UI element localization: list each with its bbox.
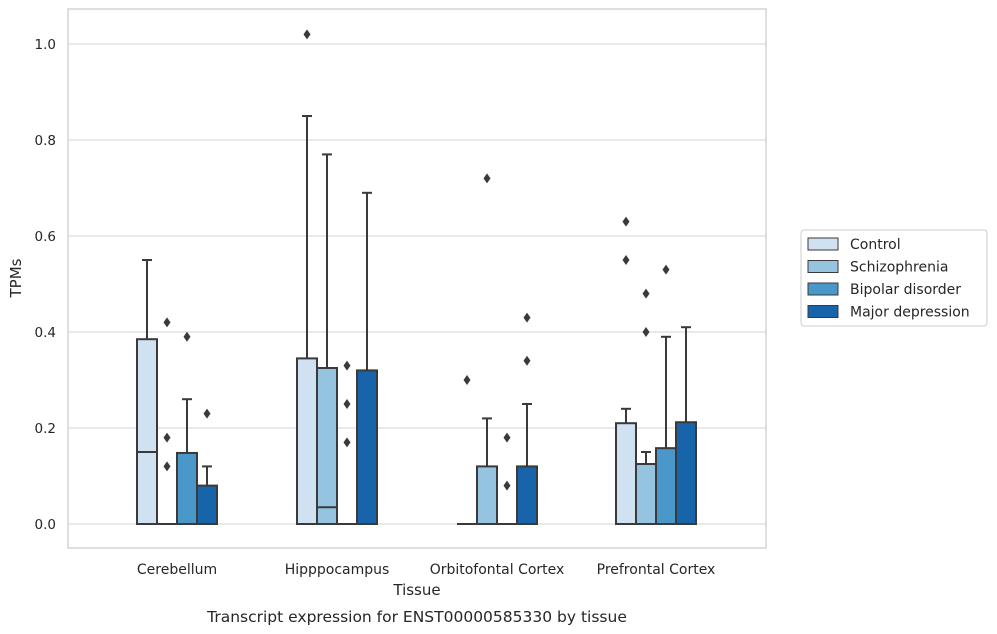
outlier-point	[163, 432, 171, 443]
legend-label: Schizophrenia	[850, 260, 948, 276]
plot-frame	[67, 8, 767, 549]
box-rect	[655, 447, 677, 525]
y-axis-label: TPMs	[7, 258, 25, 298]
box-rect	[615, 422, 637, 526]
box-2-1	[337, 360, 357, 525]
y-tick-label: 0.2	[35, 421, 56, 437]
outlier-point	[463, 375, 471, 385]
legend-swatch	[807, 282, 839, 296]
legend-frame	[800, 229, 988, 327]
box-rect	[296, 357, 318, 525]
legend-swatch	[807, 260, 839, 273]
y-tick-label: 0.8	[35, 133, 56, 149]
legend-swatch	[807, 305, 839, 318]
x-tick-label: Hipppocampus	[285, 562, 390, 578]
legend-label: Bipolar disorder	[850, 282, 961, 298]
y-tick-label: 0.4	[35, 325, 56, 341]
box-0-1	[296, 29, 318, 525]
outlier-point	[163, 461, 171, 472]
outlier-point	[303, 29, 311, 40]
box-rect	[136, 338, 158, 526]
outlier-point	[523, 355, 531, 366]
x-tick-label: Prefrontal Cortex	[597, 562, 716, 578]
outlier-point	[203, 408, 211, 419]
box-3-1	[356, 191, 378, 525]
box-rect	[316, 367, 338, 525]
legend-label: Control	[850, 237, 901, 253]
box-3-3	[675, 326, 697, 525]
outlier-point	[642, 288, 650, 299]
outlier-point	[343, 437, 351, 448]
box-rect	[176, 451, 198, 525]
box-rect	[476, 465, 498, 525]
outlier-point	[662, 264, 670, 275]
box-3-0	[196, 408, 218, 526]
outlier-point	[503, 432, 511, 443]
outlier-point	[183, 331, 191, 342]
chart-title: Transcript expression for ENST0000058533…	[206, 608, 627, 626]
legend-swatch	[807, 237, 839, 251]
x-axis-label: Tissue	[392, 581, 440, 599]
box-1-0	[157, 317, 177, 525]
box-rect	[196, 484, 218, 526]
box-2-2	[497, 432, 517, 525]
boxes	[136, 29, 697, 526]
box-rect	[675, 421, 697, 525]
box-rect	[516, 465, 538, 525]
outlier-point	[622, 216, 630, 227]
box-rect	[635, 463, 657, 525]
box-0-2	[457, 375, 477, 525]
outlier-point	[622, 255, 630, 265]
y-tick-labels: 0.0 0.2 0.4 0.6 0.8 1.0	[35, 37, 56, 533]
box-rect	[356, 369, 378, 525]
outlier-point	[483, 173, 491, 184]
x-tick-label: Cerebellum	[137, 562, 217, 578]
outlier-point	[523, 312, 531, 323]
x-tick-label: Orbitofontal Cortex	[430, 562, 565, 578]
legend-label: Major depression	[850, 305, 970, 321]
box-0-0	[136, 259, 158, 526]
box-2-0	[176, 331, 198, 525]
outlier-point	[503, 480, 511, 491]
box-3-2	[516, 312, 538, 525]
legend: Control Schizophrenia Bipolar disorder Majo…	[800, 229, 988, 327]
y-tick-label: 0.0	[35, 517, 56, 533]
box-1-3	[635, 288, 657, 525]
y-tick-label: 1.0	[35, 37, 56, 53]
box-2-3	[655, 264, 677, 525]
x-tick-labels: Cerebellum Hipppocampus Orbitofontal Corte…	[137, 562, 715, 578]
y-tick-label: 0.6	[35, 229, 56, 245]
box-1-1	[316, 153, 338, 525]
outlier-point	[163, 317, 171, 328]
outlier-point	[343, 399, 351, 409]
box-1-2	[476, 173, 498, 525]
outlier-point	[642, 327, 650, 337]
outlier-point	[343, 360, 351, 371]
